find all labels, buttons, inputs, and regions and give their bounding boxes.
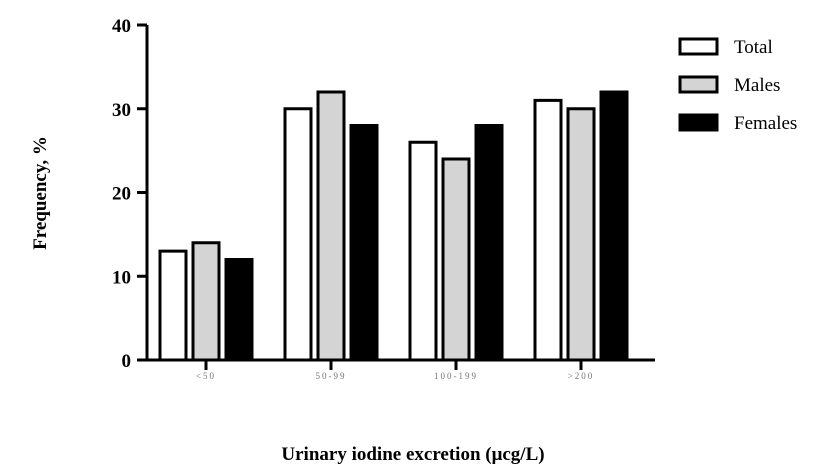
x-tick-label: >200 <box>568 371 595 381</box>
legend-swatch-females <box>678 113 719 132</box>
y-axis-title: Frequency, % <box>30 136 51 250</box>
bar-females-1 <box>349 124 379 362</box>
legend: Total Males Females <box>678 37 797 134</box>
bar-females-2 <box>474 124 504 362</box>
y-tick-label: 0 <box>122 351 132 372</box>
bar-males-3 <box>566 107 596 362</box>
bar-total-2 <box>408 140 438 362</box>
x-tick-label: 50-99 <box>316 371 347 381</box>
y-tick-label: 40 <box>112 16 131 37</box>
legend-label-males: Males <box>734 75 780 96</box>
bars-group <box>158 90 629 362</box>
y-tick-label: 20 <box>112 184 131 205</box>
bar-males-1 <box>316 90 346 362</box>
y-ticks-group: 0 10 20 30 40 <box>112 16 147 372</box>
bar-females-3 <box>599 90 629 362</box>
y-tick-label: 10 <box>112 267 131 288</box>
x-tick-label: <50 <box>196 371 216 381</box>
legend-swatch-total <box>678 37 719 56</box>
bar-total-0 <box>158 249 188 362</box>
bar-total-3 <box>533 98 563 362</box>
legend-swatch-males <box>678 75 719 94</box>
bar-males-2 <box>441 157 471 362</box>
x-axis-title: Urinary iodine excretion (μcg/L) <box>281 444 544 465</box>
bar-total-1 <box>283 107 313 362</box>
legend-label-females: Females <box>734 113 797 134</box>
x-tick-label: 100-199 <box>434 371 478 381</box>
y-tick-label: 30 <box>112 100 131 121</box>
bar-females-0 <box>224 258 254 362</box>
x-ticks-group: <50 50-99 100-199 >200 <box>196 360 595 381</box>
legend-label-total: Total <box>734 37 773 58</box>
bar-males-0 <box>191 241 221 362</box>
